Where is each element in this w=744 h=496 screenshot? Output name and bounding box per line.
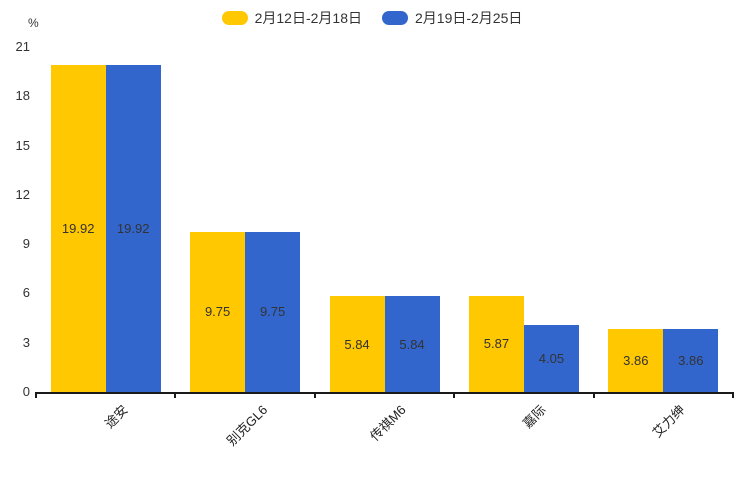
- category-group: 9.75 9.75: [175, 47, 314, 392]
- y-axis-tick-label: 15: [15, 137, 30, 153]
- x-axis-label: 艾力绅: [649, 402, 689, 441]
- bar-value-label: 9.75: [259, 304, 286, 320]
- category-group: 5.87 4.05: [454, 47, 593, 392]
- bar[interactable]: 19.92: [50, 64, 106, 392]
- category-group: 3.86 3.86: [594, 47, 733, 392]
- plot-area: 19.92 19.92 途安 9.75 9.75 别克GL6 5.84 5.84 传祺M6 5.8…: [35, 47, 734, 448]
- y-axis-tick-label: 3: [22, 334, 30, 350]
- bar[interactable]: 9.75: [190, 231, 246, 392]
- bar[interactable]: 3.86: [608, 328, 664, 392]
- legend-label-week2: 2月19日-2月25日: [415, 10, 523, 26]
- x-axis-tick: [35, 392, 37, 398]
- x-axis-tick: [732, 392, 734, 398]
- bar[interactable]: 19.92: [105, 64, 161, 392]
- legend-swatch-blue-icon: [382, 11, 408, 25]
- bar-value-label: 19.92: [61, 220, 95, 236]
- bar[interactable]: 5.87: [468, 295, 524, 392]
- y-axis-tick-label: 0: [22, 384, 30, 399]
- bar-value-label: 5.84: [344, 336, 370, 352]
- legend-label-week1: 2月12日-2月18日: [254, 10, 362, 26]
- bar[interactable]: 5.84: [329, 296, 385, 392]
- bar-value-label: 19.92: [116, 220, 150, 236]
- x-axis-label: 嘉际: [519, 402, 549, 432]
- legend-item-week2[interactable]: 2月19日-2月25日: [382, 8, 522, 28]
- y-axis-tick-label: 9: [22, 236, 30, 252]
- x-axis-tick: [313, 392, 316, 398]
- category-group: 19.92 19.92: [36, 47, 175, 392]
- bar-value-label: 4.05: [538, 351, 565, 367]
- x-axis-tick: [174, 392, 177, 398]
- bar[interactable]: 9.75: [245, 231, 301, 392]
- y-axis-tick-label: 18: [15, 88, 30, 104]
- bar-value-label: 3.86: [623, 352, 649, 368]
- bar-value-label: 5.87: [483, 336, 510, 352]
- x-axis-tick: [592, 392, 595, 398]
- category-group: 5.84 5.84: [315, 47, 454, 392]
- bar-value-label: 9.75: [204, 304, 231, 320]
- bar[interactable]: 4.05: [523, 325, 579, 392]
- x-axis-label: 传祺M6: [367, 402, 410, 444]
- x-axis-label: 别克GL6: [223, 402, 270, 449]
- y-axis-unit-label: %: [28, 16, 39, 30]
- y-axis-tick-label: 6: [22, 285, 30, 301]
- x-axis-tick: [453, 392, 456, 398]
- legend-swatch-yellow-icon: [221, 11, 248, 25]
- bar[interactable]: 3.86: [663, 328, 719, 392]
- x-axis-label: 途安: [101, 402, 131, 432]
- legend: 2月12日-2月18日 2月19日-2月25日: [0, 8, 744, 28]
- bar-value-label: 5.84: [399, 336, 425, 352]
- y-axis-tick-labels: 0 3 6 9 12 15 18 21: [0, 39, 30, 399]
- legend-item-week1[interactable]: 2月12日-2月18日: [221, 8, 362, 28]
- bar[interactable]: 5.84: [384, 296, 440, 392]
- bar-value-label: 3.86: [678, 352, 704, 368]
- y-axis-tick-label: 21: [15, 39, 30, 54]
- y-axis-tick-label: 12: [15, 186, 30, 202]
